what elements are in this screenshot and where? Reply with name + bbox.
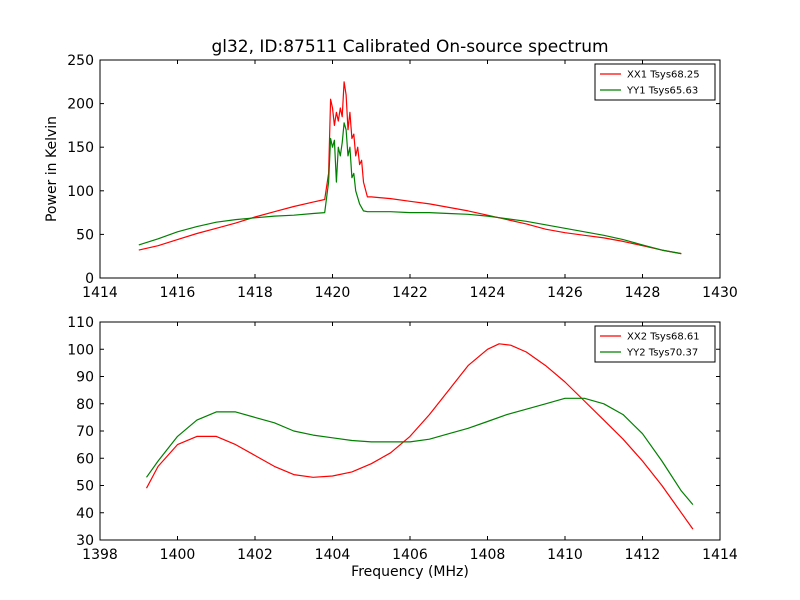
y-tick-label: 110 <box>67 315 94 331</box>
x-tick-label: 1408 <box>470 547 506 563</box>
x-tick-label: 1418 <box>237 285 273 301</box>
x-tick-label: 1410 <box>547 547 583 563</box>
x-tick-label: 1400 <box>160 547 196 563</box>
x-tick-label: 1428 <box>625 285 661 301</box>
y-tick-label: 50 <box>76 479 94 495</box>
y-tick-label: 60 <box>76 451 94 467</box>
legend-entry-label: YY2 Tsys70.37 <box>626 348 698 359</box>
x-tick-label: 1414 <box>82 285 118 301</box>
y-axis-label: Power in Kelvin <box>44 116 60 222</box>
y-tick-label: 100 <box>67 342 94 358</box>
y-tick-label: 100 <box>67 184 94 200</box>
series-line-2 <box>146 397 694 505</box>
series-line-1 <box>145 343 694 530</box>
y-tick-label: 0 <box>85 271 94 287</box>
y-tick-label: 250 <box>67 53 94 69</box>
x-tick-label: 1424 <box>470 285 506 301</box>
y-tick-label: 40 <box>76 506 94 522</box>
series-line-1 <box>138 81 682 255</box>
y-tick-label: 150 <box>67 140 94 156</box>
bottom-spectrum-panel: 1398 1400 1402 1404 1406 1408 1410 1412 1414 30 40… <box>67 315 738 580</box>
x-tick-label: 1430 <box>702 285 738 301</box>
y-tick-label: 90 <box>76 370 94 386</box>
x-tick-label: 1420 <box>315 285 351 301</box>
legend-entry-label: YY1 Tsys65.63 <box>626 86 698 97</box>
x-tick-label: 1416 <box>160 285 196 301</box>
y-tick-label: 50 <box>76 227 94 243</box>
x-tick-label: 1404 <box>315 547 351 563</box>
x-tick-label: 1422 <box>392 285 428 301</box>
legend-entry-label: XX2 Tsys68.61 <box>627 332 700 343</box>
top-spectrum-panel: 1414 1416 1418 1420 1422 1424 1426 1428 1430 0 50 1… <box>44 53 738 301</box>
series-line-2 <box>138 122 682 255</box>
x-tick-label: 1406 <box>392 547 428 563</box>
x-tick-label: 1412 <box>625 547 661 563</box>
y-tick-label: 80 <box>76 397 94 413</box>
legend: XX2 Tsys68.61 YY2 Tsys70.37 <box>594 325 716 363</box>
x-tick-label: 1414 <box>702 547 738 563</box>
figure-title: gl32, ID:87511 Calibrated On-source spec… <box>211 37 608 57</box>
y-tick-label: 70 <box>76 424 94 440</box>
x-axis-label: Frequency (MHz) <box>351 564 469 580</box>
x-tick-label: 1398 <box>82 547 118 563</box>
y-tick-label: 30 <box>76 533 94 549</box>
legend: XX1 Tsys68.25 YY1 Tsys65.63 <box>594 63 716 101</box>
x-tick-label: 1426 <box>547 285 583 301</box>
y-tick-label: 200 <box>67 97 94 113</box>
legend-entry-label: XX1 Tsys68.25 <box>627 70 700 81</box>
x-tick-label: 1402 <box>237 547 273 563</box>
